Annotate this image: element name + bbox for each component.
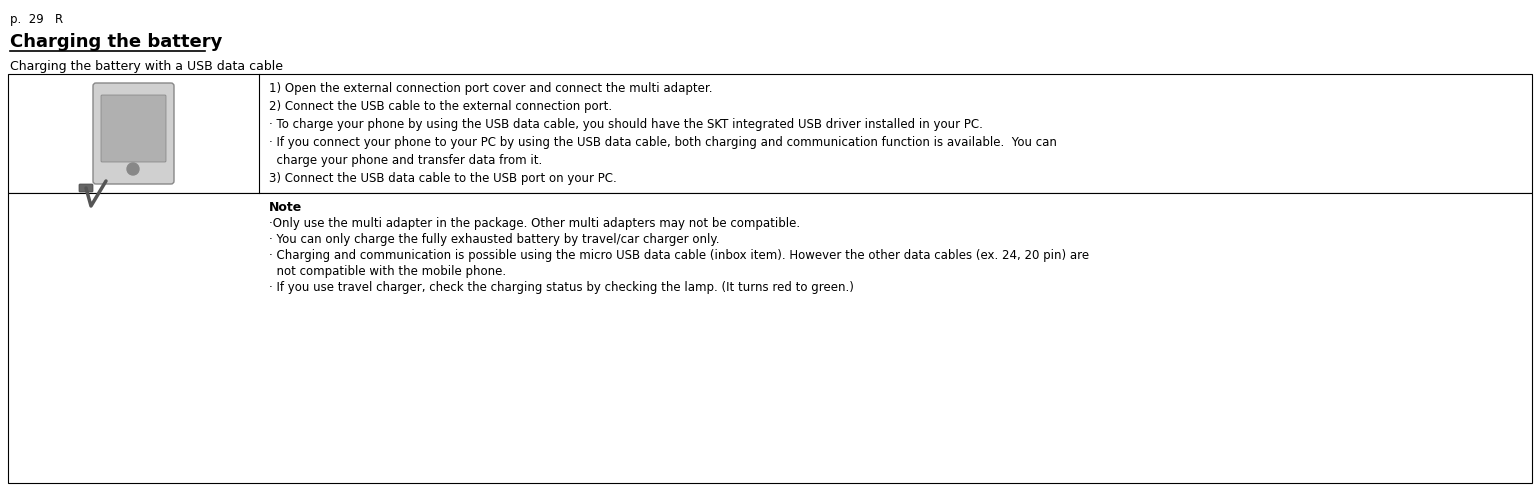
Text: · Charging and communication is possible using the micro USB data cable (inbox i: · Charging and communication is possible…	[270, 249, 1089, 262]
Text: · If you connect your phone to your PC by using the USB data cable, both chargin: · If you connect your phone to your PC b…	[270, 136, 1056, 149]
Text: 2) Connect the USB cable to the external connection port.: 2) Connect the USB cable to the external…	[270, 100, 611, 113]
FancyBboxPatch shape	[92, 83, 174, 184]
Text: not compatible with the mobile phone.: not compatible with the mobile phone.	[270, 265, 507, 278]
Text: p.  29   R: p. 29 R	[9, 13, 63, 26]
Text: Note: Note	[270, 201, 302, 214]
Text: · You can only charge the fully exhausted battery by travel/car charger only.: · You can only charge the fully exhauste…	[270, 233, 719, 246]
Text: Charging the battery: Charging the battery	[9, 33, 222, 51]
Text: charge your phone and transfer data from it.: charge your phone and transfer data from…	[270, 154, 542, 167]
Text: 3) Connect the USB data cable to the USB port on your PC.: 3) Connect the USB data cable to the USB…	[270, 172, 616, 185]
Text: 1) Open the external connection port cover and connect the multi adapter.: 1) Open the external connection port cov…	[270, 82, 713, 95]
FancyBboxPatch shape	[79, 184, 92, 192]
FancyBboxPatch shape	[102, 95, 166, 162]
Bar	[8, 74, 1532, 193]
Text: · To charge your phone by using the USB data cable, you should have the SKT inte: · To charge your phone by using the USB …	[270, 118, 983, 131]
Bar	[8, 193, 1532, 483]
Text: ·Only use the multi adapter in the package. Other multi adapters may not be comp: ·Only use the multi adapter in the packa…	[270, 217, 801, 230]
Text: · If you use travel charger, check the charging status by checking the lamp. (It: · If you use travel charger, check the c…	[270, 281, 853, 294]
Text: Charging the battery with a USB data cable: Charging the battery with a USB data cab…	[9, 60, 283, 73]
Circle shape	[126, 163, 139, 175]
